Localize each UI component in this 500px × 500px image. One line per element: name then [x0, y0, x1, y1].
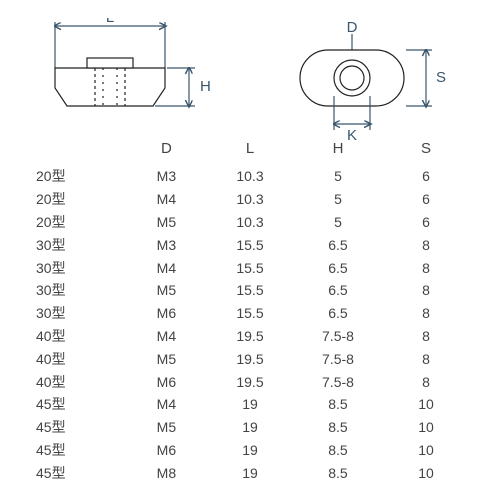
table-body: 20型M310.35620型M410.35620型M510.35630型M315… — [30, 165, 470, 484]
table-cell: 8 — [382, 302, 470, 325]
label-L: L — [106, 18, 114, 26]
table-cell: 15.5 — [206, 302, 294, 325]
table-row: 20型M410.356 — [30, 188, 470, 211]
table-row: 45型M5198.510 — [30, 416, 470, 439]
table-cell: 8 — [382, 256, 470, 279]
table-cell: M3 — [127, 233, 206, 256]
table-cell: 15.5 — [206, 256, 294, 279]
table-cell: M8 — [127, 461, 206, 484]
table-cell: 5 — [294, 165, 382, 188]
table-cell: M6 — [127, 439, 206, 462]
top-view: D S K — [300, 19, 446, 144]
table-row: 45型M6198.510 — [30, 439, 470, 462]
table-cell: 20型 — [30, 211, 127, 234]
table-cell: 15.5 — [206, 233, 294, 256]
table-cell: 45型 — [30, 439, 127, 462]
table-cell: 6.5 — [294, 279, 382, 302]
table-cell: 10 — [382, 416, 470, 439]
table-row: 30型M615.56.58 — [30, 302, 470, 325]
table-cell: 8.5 — [294, 439, 382, 462]
table-cell: 10.3 — [206, 188, 294, 211]
table-cell: 6.5 — [294, 233, 382, 256]
table-cell: 8 — [382, 279, 470, 302]
table-row: 30型M415.56.58 — [30, 256, 470, 279]
diagram-row: L H D — [0, 0, 500, 140]
table-row: 20型M310.356 — [30, 165, 470, 188]
table-cell: M5 — [127, 211, 206, 234]
table-cell: 8.5 — [294, 416, 382, 439]
label-D: D — [347, 19, 358, 36]
table-cell: 10 — [382, 439, 470, 462]
table-cell: 10 — [382, 461, 470, 484]
side-view: L H — [55, 18, 211, 106]
table-cell: 8 — [382, 325, 470, 348]
diagram-svg: L H D — [0, 18, 500, 148]
table-cell: M6 — [127, 370, 206, 393]
spec-table: D L H S 20型M310.35620型M410.35620型M510.35… — [30, 140, 470, 484]
table-cell: 45型 — [30, 416, 127, 439]
table-cell: 6.5 — [294, 302, 382, 325]
table-cell: 6 — [382, 188, 470, 211]
table-cell: 19.5 — [206, 347, 294, 370]
table-cell: 30型 — [30, 233, 127, 256]
table-cell: 30型 — [30, 302, 127, 325]
table-cell: 8.5 — [294, 393, 382, 416]
table-cell: 20型 — [30, 165, 127, 188]
table-row: 45型M4198.510 — [30, 393, 470, 416]
table-cell: M5 — [127, 279, 206, 302]
table-cell: 19 — [206, 461, 294, 484]
table-cell: M4 — [127, 393, 206, 416]
table-cell: 6 — [382, 165, 470, 188]
table-cell: 19 — [206, 439, 294, 462]
spec-table-wrap: D L H S 20型M310.35620型M410.35620型M510.35… — [0, 140, 500, 484]
table-row: 40型M519.57.5-88 — [30, 347, 470, 370]
table-cell: M6 — [127, 302, 206, 325]
page: L H D — [0, 0, 500, 500]
table-cell: 19.5 — [206, 325, 294, 348]
table-cell: 5 — [294, 211, 382, 234]
table-row: 30型M515.56.58 — [30, 279, 470, 302]
table-cell: 6 — [382, 211, 470, 234]
table-row: 40型M419.57.5-88 — [30, 325, 470, 348]
table-cell: 8 — [382, 233, 470, 256]
table-cell: 6.5 — [294, 256, 382, 279]
table-cell: M4 — [127, 256, 206, 279]
table-cell: 20型 — [30, 188, 127, 211]
table-cell: 40型 — [30, 325, 127, 348]
table-cell: 45型 — [30, 393, 127, 416]
table-cell: 19 — [206, 393, 294, 416]
table-cell: 40型 — [30, 347, 127, 370]
table-cell: 8.5 — [294, 461, 382, 484]
table-cell: 8 — [382, 347, 470, 370]
table-cell: M5 — [127, 347, 206, 370]
table-cell: 45型 — [30, 461, 127, 484]
table-cell: 10.3 — [206, 165, 294, 188]
table-row: 45型M8198.510 — [30, 461, 470, 484]
table-cell: 19.5 — [206, 370, 294, 393]
table-cell: 30型 — [30, 279, 127, 302]
table-cell: 7.5-8 — [294, 347, 382, 370]
table-cell: M4 — [127, 188, 206, 211]
table-cell: 19 — [206, 416, 294, 439]
table-cell: M3 — [127, 165, 206, 188]
label-K: K — [347, 127, 357, 144]
table-cell: 15.5 — [206, 279, 294, 302]
label-H: H — [200, 78, 211, 95]
table-row: 30型M315.56.58 — [30, 233, 470, 256]
table-cell: M5 — [127, 416, 206, 439]
label-S: S — [436, 69, 446, 86]
table-cell: 10.3 — [206, 211, 294, 234]
table-cell: 30型 — [30, 256, 127, 279]
table-row: 20型M510.356 — [30, 211, 470, 234]
table-cell: M4 — [127, 325, 206, 348]
table-cell: 7.5-8 — [294, 370, 382, 393]
table-cell: 7.5-8 — [294, 325, 382, 348]
table-cell: 40型 — [30, 370, 127, 393]
table-cell: 10 — [382, 393, 470, 416]
table-cell: 8 — [382, 370, 470, 393]
table-cell: 5 — [294, 188, 382, 211]
table-row: 40型M619.57.5-88 — [30, 370, 470, 393]
